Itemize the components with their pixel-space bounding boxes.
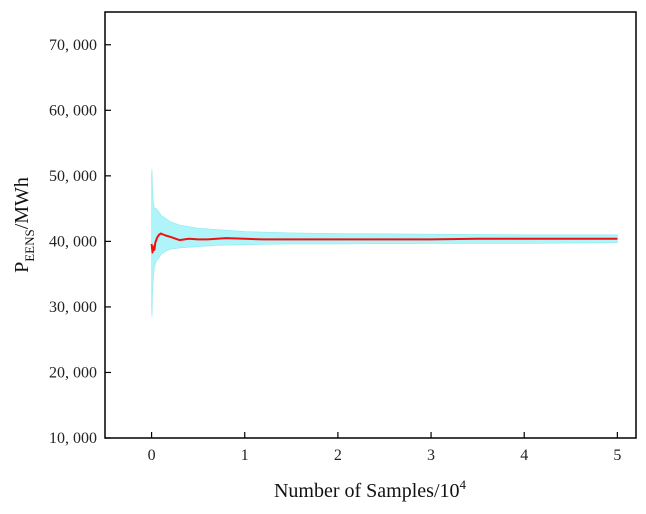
y-tick-label: 60, 000 (49, 102, 97, 119)
y-axis-title: PEENS/MWh (11, 177, 37, 273)
y-tick-label: 50, 000 (49, 168, 97, 185)
confidence-band-layer (151, 169, 618, 317)
x-axis-title: Number of Samples/104 (274, 477, 467, 502)
plot-frame (104, 11, 637, 439)
y-axis-title-subscript: EENS (22, 229, 37, 262)
y-tick-label: 70, 000 (49, 37, 97, 54)
y-tick-label: 20, 000 (49, 364, 97, 381)
x-tick-label: 2 (334, 447, 342, 464)
x-tick-label: 5 (613, 447, 621, 464)
x-tick-label: 0 (148, 447, 156, 464)
mean-line-layer (150, 232, 618, 254)
y-axis-ticks: 10, 000 20, 000 30, 000 40, 000 50, 000 60, 0… (49, 37, 111, 447)
x-tick-label: 1 (241, 447, 249, 464)
y-tick-label: 40, 000 (49, 233, 97, 250)
x-axis-title-superscript: 4 (460, 477, 467, 492)
mean-line (150, 232, 618, 254)
x-tick-label: 4 (520, 447, 528, 464)
x-axis-ticks: 0 1 2 3 4 5 (148, 432, 621, 464)
x-tick-label: 3 (427, 447, 435, 464)
y-axis-title-unit: /MWh (11, 177, 33, 229)
confidence-band (151, 169, 618, 317)
y-tick-label: 10, 000 (49, 430, 97, 447)
y-tick-label: 30, 000 (49, 299, 97, 316)
